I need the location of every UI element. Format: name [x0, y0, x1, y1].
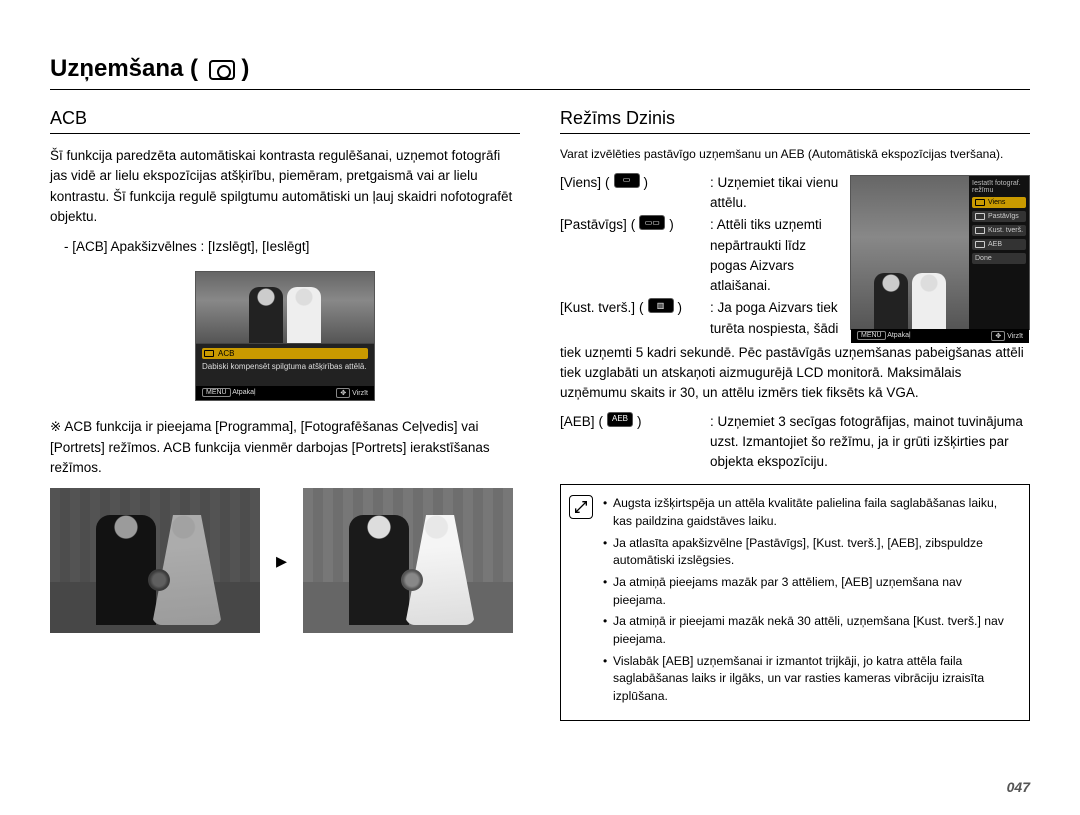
drive-lcd-preview: Iestatīt fotograf. režīmu Viens Pastāvīg…	[850, 175, 1030, 330]
drive-heading: Režīms Dzinis	[560, 108, 1030, 134]
acb-photo-comparison: ▸	[50, 488, 520, 633]
title-prefix: Uzņemšana (	[50, 55, 198, 82]
title-suffix: )	[241, 55, 249, 82]
photo-after	[303, 488, 513, 633]
lcd-move-group: ✥ Virzīt	[991, 331, 1023, 341]
lcd-side-item-aeb: AEB	[972, 239, 1026, 250]
info-note-1: Augsta izšķirtspēja un attēla kvalitāte …	[603, 495, 1017, 530]
lcd-side-item-kust: Kust. tverš.	[972, 225, 1026, 236]
info-note-3: Ja atmiņā pieejams mazāk par 3 attēliem,…	[603, 574, 1017, 609]
lcd-side-title: Iestatīt fotograf. režīmu	[972, 180, 1026, 194]
bouquet-icon	[148, 569, 170, 591]
acb-icon	[204, 350, 214, 357]
acb-submenu-line: - [ACB] Apakšizvēlnes : [Izslēgt], [Iesl…	[50, 237, 520, 257]
mode-row-kust: [Kust. tverš.] (▥) Ja poga Aizvars tiek …	[560, 298, 840, 339]
page-title: Uzņemšana ( )	[50, 55, 249, 83]
left-column: ACB Šī funkcija paredzēta automātiskai k…	[50, 108, 520, 721]
mode-row-viens: [Viens] (▭) Uzņemiet tikai vienu attēlu.	[560, 173, 840, 214]
lcd-sidebar: Iestatīt fotograf. režīmu Viens Pastāvīg…	[969, 176, 1029, 329]
lcd-photo-area	[196, 272, 374, 342]
groom-silhouette	[96, 515, 156, 625]
bouquet-icon	[401, 569, 423, 591]
lcd-person-groom	[874, 273, 908, 329]
lcd-side-item-pastavigs: Pastāvīgs	[972, 211, 1026, 222]
lcd-menu-desc: Dabiski kompensēt spilgtuma atšķirības a…	[202, 362, 368, 371]
lcd-menu-item-acb: ACB	[202, 348, 368, 359]
lcd-bottom-bar: MENU Atpakaļ ✥ Virzīt	[196, 386, 374, 400]
lcd-photo-area: Iestatīt fotograf. režīmu Viens Pastāvīg…	[851, 176, 1029, 329]
lcd-bottom-bar: MENU Atpakaļ ✥ Virzīt	[851, 329, 1029, 343]
acb-heading: ACB	[50, 108, 520, 134]
menu-badge: MENU	[857, 331, 886, 340]
continuous-icon	[975, 213, 985, 220]
lcd-move-label: Virzīt	[1007, 333, 1023, 340]
groom-silhouette	[349, 515, 409, 625]
motion-icon	[975, 227, 985, 234]
drive-intro: Varat izvēlēties pastāvīgo uzņemšanu un …	[560, 146, 1030, 163]
single-icon	[975, 199, 985, 206]
lcd-move-label: Virzīt	[352, 390, 368, 397]
single-icon: ▭	[614, 173, 640, 188]
mode-row-pastavigs: [Pastāvīgs] (▭▭) Attēli tiks uzņemti nep…	[560, 215, 840, 296]
lcd-side-item-viens: Viens	[972, 197, 1026, 208]
lcd-menu-label: ACB	[218, 349, 234, 358]
menu-badge: MENU	[202, 388, 231, 397]
lcd-back-label: Atpakaļ	[887, 332, 910, 339]
continuous-icon: ▭▭	[639, 215, 665, 230]
arrow-icon: ▸	[276, 548, 287, 574]
page-number: 047	[1007, 779, 1030, 795]
acb-lcd-preview: ACB Dabiski kompensēt spilgtuma atšķirīb…	[195, 271, 375, 401]
mode-kust-continuation: tiek uzņemti 5 kadri sekundē. Pēc pastāv…	[560, 343, 1030, 404]
aeb-icon	[975, 241, 985, 248]
info-note-2: Ja atlasīta apakšizvēlne [Pastāvīgs], [K…	[603, 535, 1017, 570]
info-note-4: Ja atmiņā ir pieejami mazāk nekā 30 attē…	[603, 613, 1017, 648]
mode-row-aeb: [AEB] (AEB) Uzņemiet 3 secīgas fotogrāfi…	[560, 412, 1030, 473]
lcd-back-label: Atpakaļ	[232, 389, 255, 396]
info-note-list: Augsta izšķirtspēja un attēla kvalitāte …	[603, 495, 1017, 706]
lcd-back-group: MENU Atpakaļ	[202, 388, 256, 398]
dpad-icon: ✥	[336, 388, 350, 398]
photo-before	[50, 488, 260, 633]
lcd-side-item-done: Done	[972, 253, 1026, 264]
page-header: Uzņemšana ( )	[50, 55, 1030, 90]
info-note-5: Vislabāk [AEB] uzņemšanai ir izmantot tr…	[603, 653, 1017, 706]
content-columns: ACB Šī funkcija paredzēta automātiskai k…	[50, 108, 1030, 721]
motion-icon: ▥	[648, 298, 674, 313]
aeb-icon: AEB	[607, 412, 633, 427]
camera-icon	[209, 60, 235, 80]
lcd-back-group: MENU Atpakaļ	[857, 331, 911, 341]
dpad-icon: ✥	[991, 331, 1005, 341]
lcd-move-group: ✥ Virzīt	[336, 388, 368, 398]
acb-footnote: ※ ACB funkcija ir pieejama [Programma], …	[50, 417, 520, 478]
acb-intro: Šī funkcija paredzēta automātiskai kontr…	[50, 146, 520, 227]
note-icon	[569, 495, 593, 519]
lcd-person-groom	[249, 287, 283, 343]
lcd-person-bride	[287, 287, 321, 343]
right-column: Režīms Dzinis Varat izvēlēties pastāvīgo…	[560, 108, 1030, 721]
lcd-person-bride	[912, 273, 946, 329]
lcd-menu-area: ACB Dabiski kompensēt spilgtuma atšķirīb…	[196, 343, 374, 387]
info-box: Augsta izšķirtspēja un attēla kvalitāte …	[560, 484, 1030, 721]
